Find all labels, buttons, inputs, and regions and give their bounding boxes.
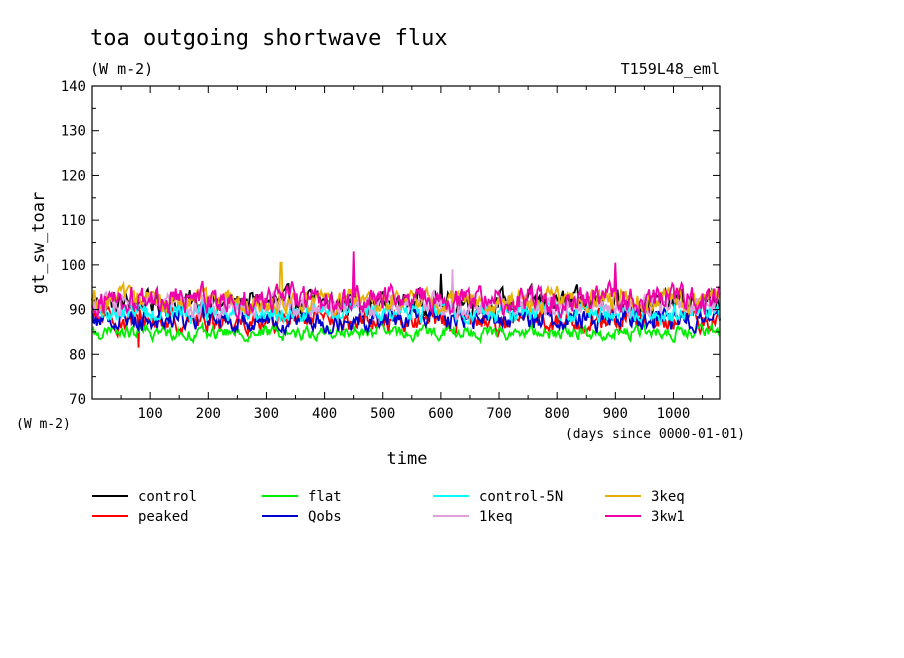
y-tick-label: 100 [61,258,86,274]
plot-frame [91,85,721,400]
legend-label-flat: flat [308,489,342,505]
x-axis-label: time [387,449,428,469]
axes: 70 80 90 100 110 120 130 140 100 200 300 400 500 600 7… [61,79,721,422]
x-tick-label: 200 [196,406,221,422]
x-tick-label: 300 [254,406,279,422]
y-tick-label: 140 [61,79,86,95]
y-tick-label: 70 [69,392,86,408]
y-tick-label: 80 [69,347,86,363]
x-tick-label: 900 [603,406,628,422]
x-tick-label: 600 [428,406,453,422]
y-axis-label: gt_sw_toar [29,192,49,294]
series-line-3kw1 [91,251,721,320]
plot-area [91,251,721,348]
y-tick-label: 90 [69,303,86,319]
legend-label-control-5n: control-5N [479,489,563,505]
x-tick-label: 500 [370,406,395,422]
y-tick-label: 110 [61,213,86,229]
y-axis-units: (W m-2) [16,417,71,432]
x-tick-label: 800 [545,406,570,422]
x-tick-label: 400 [312,406,337,422]
legend-label-3keq: 3keq [651,489,685,505]
x-tick-label: 100 [137,406,162,422]
chart-subtitle: (W m-2) [90,60,153,78]
chart-title: toa outgoing shortwave flux [90,26,448,51]
legend-label-qobs: Qobs [308,509,342,525]
y-tick-label: 120 [61,168,86,184]
x-tick-label: 1000 [657,406,691,422]
legend-label-peaked: peaked [138,509,189,525]
x-tick-label: 700 [486,406,511,422]
series-line-flat [91,321,721,345]
series-line-1keq [91,269,721,322]
x-axis-units: (days since 0000-01-01) [565,427,745,442]
y-tick-label: 130 [61,124,86,140]
legend-label-3kw1: 3kw1 [651,509,685,525]
legend: control peaked flat Qobs control-5N 1keq 3keq 3… [92,489,685,525]
legend-label-1keq: 1keq [479,509,513,525]
experiment-label: T159L48_eml [621,60,720,78]
legend-label-control: control [138,489,197,505]
